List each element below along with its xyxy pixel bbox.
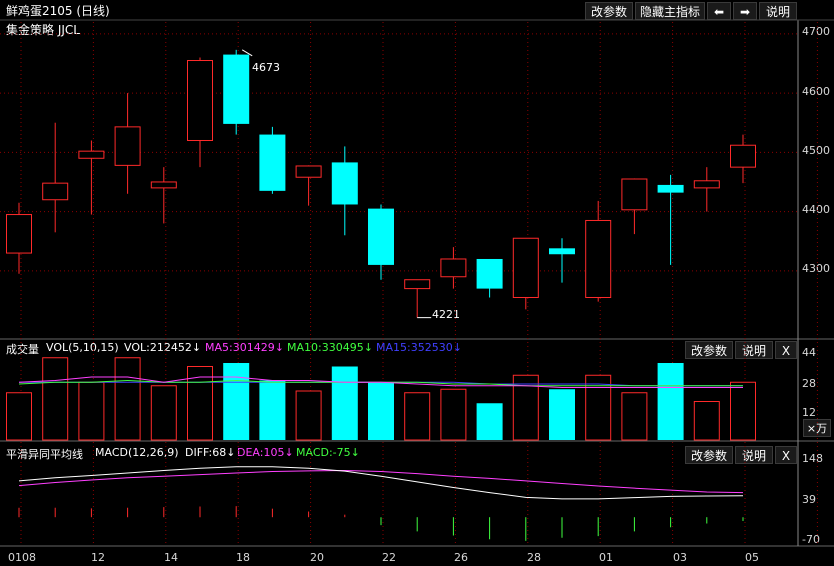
x-tick: 03 bbox=[673, 551, 687, 564]
candle-body bbox=[693, 180, 720, 189]
volume-bar bbox=[331, 366, 358, 440]
chart-title: 鲜鸡蛋2105 (日线) bbox=[6, 4, 110, 18]
x-tick: 0108 bbox=[8, 551, 36, 564]
volume-bar bbox=[585, 374, 612, 441]
volume-ma15: MA15:352530↓ bbox=[376, 341, 462, 354]
x-tick: 12 bbox=[91, 551, 105, 564]
price-tick-4400: 4400 bbox=[802, 203, 830, 216]
x-tick: 05 bbox=[745, 551, 759, 564]
volume-params-button[interactable]: 改参数 bbox=[685, 341, 733, 359]
price-tick-4700: 4700 bbox=[802, 25, 830, 38]
volume-bar bbox=[730, 381, 756, 441]
volume-label: VOL(5,10,15) bbox=[46, 341, 119, 354]
candle-body bbox=[368, 208, 394, 265]
candle-body bbox=[42, 182, 69, 201]
candle-body bbox=[223, 54, 250, 124]
candle-body bbox=[187, 60, 213, 141]
change-params-button[interactable]: 改参数 bbox=[585, 2, 633, 20]
candle-body bbox=[512, 237, 539, 298]
volume-close-icon[interactable]: X bbox=[775, 341, 797, 359]
volume-tick-44: 44 bbox=[802, 346, 816, 359]
macd-title: 平滑异同平均线 bbox=[6, 448, 83, 461]
volume-ma5: MA5:301429↓ bbox=[205, 341, 284, 354]
macd-tick-neg70: -70 bbox=[802, 533, 820, 546]
high-price-label: 4673 bbox=[252, 61, 280, 74]
hide-main-indicator-button[interactable]: 隐藏主指标 bbox=[635, 2, 705, 20]
volume-bar bbox=[440, 388, 467, 441]
volume-bar bbox=[42, 357, 69, 441]
volume-ma5-line bbox=[18, 376, 743, 388]
macd-dea: DEA:105↓ bbox=[237, 446, 294, 459]
candle-body bbox=[295, 165, 322, 178]
left-arrow-icon[interactable]: ⬅ bbox=[707, 2, 731, 20]
candle-body bbox=[549, 248, 575, 255]
x-tick: 26 bbox=[454, 551, 468, 564]
macd-label: MACD(12,26,9) bbox=[95, 446, 179, 459]
volume-bar bbox=[368, 382, 394, 440]
right-arrow-icon[interactable]: ➡ bbox=[733, 2, 757, 20]
macd-diff: DIFF:68↓ bbox=[185, 446, 236, 459]
x-tick: 22 bbox=[382, 551, 396, 564]
volume-bar bbox=[657, 363, 684, 440]
x-tick: 28 bbox=[527, 551, 541, 564]
high-leader bbox=[241, 49, 253, 57]
volume-bar bbox=[404, 392, 431, 441]
candle-body bbox=[585, 219, 612, 298]
candle-body bbox=[621, 178, 648, 211]
macd-close-icon[interactable]: X bbox=[775, 446, 797, 464]
volume-bar bbox=[187, 366, 213, 441]
x-tick: 18 bbox=[236, 551, 250, 564]
volume-title: 成交量 bbox=[6, 343, 39, 356]
candle-body bbox=[78, 150, 105, 159]
x-tick: 01 bbox=[599, 551, 613, 564]
candle-body bbox=[476, 258, 503, 289]
candle-body bbox=[331, 162, 358, 205]
macd-diff-line bbox=[18, 466, 744, 500]
macd-tick-148: 148 bbox=[802, 452, 823, 465]
volume-bar bbox=[78, 381, 105, 441]
volume-bar bbox=[114, 357, 141, 441]
price-tick-4500: 4500 bbox=[802, 144, 830, 157]
low-price-label: 4221 bbox=[432, 308, 460, 321]
candle-body bbox=[114, 126, 141, 166]
volume-bar bbox=[476, 403, 503, 440]
candle-body bbox=[657, 184, 684, 193]
candle-body bbox=[6, 214, 32, 254]
price-tick-4300: 4300 bbox=[802, 262, 830, 275]
volume-bar bbox=[693, 401, 720, 441]
volume-bar bbox=[150, 385, 177, 441]
volume-bar bbox=[223, 363, 250, 440]
macd-params-button[interactable]: 改参数 bbox=[685, 446, 733, 464]
macd-tick-39: 39 bbox=[802, 493, 816, 506]
candle-body bbox=[150, 181, 177, 189]
volume-ma10: MA10:330495↓ bbox=[287, 341, 373, 354]
candle-body bbox=[259, 134, 286, 191]
x-tick: 14 bbox=[164, 551, 178, 564]
x-tick: 20 bbox=[310, 551, 324, 564]
macd-value: MACD:-75↓ bbox=[296, 446, 360, 459]
volume-bar bbox=[6, 392, 32, 441]
candle-body bbox=[730, 144, 756, 168]
volume-value: VOL:212452↓ bbox=[124, 341, 202, 354]
volume-bar bbox=[259, 380, 286, 440]
volume-tick-12: 12 bbox=[802, 406, 816, 419]
macd-dea-line bbox=[18, 470, 744, 494]
volume-bar bbox=[621, 392, 648, 441]
candle-body bbox=[404, 279, 431, 290]
volume-bar bbox=[549, 389, 575, 440]
price-tick-4600: 4600 bbox=[802, 85, 830, 98]
volume-tick-28: 28 bbox=[802, 377, 816, 390]
candle-body bbox=[440, 258, 467, 278]
volume-unit-label: ×万 bbox=[803, 419, 831, 437]
volume-bar bbox=[295, 390, 322, 441]
